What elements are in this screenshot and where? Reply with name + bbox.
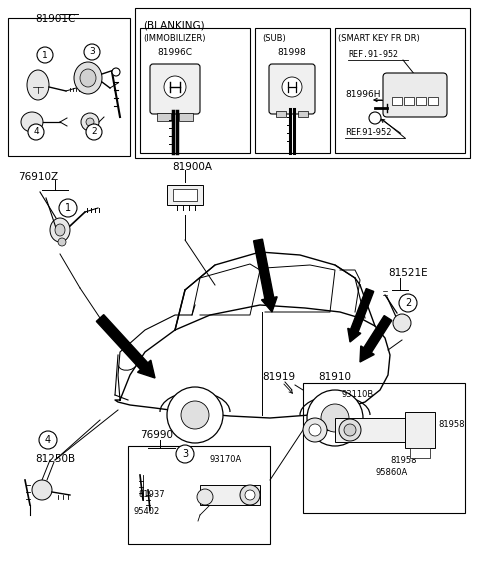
Text: 4: 4 — [33, 127, 39, 137]
Circle shape — [369, 112, 381, 124]
Circle shape — [181, 401, 209, 429]
Bar — [416, 97, 426, 105]
Circle shape — [282, 77, 302, 97]
Bar — [140, 28, 250, 153]
Circle shape — [309, 424, 321, 436]
Circle shape — [86, 118, 94, 126]
Text: (SUB): (SUB) — [262, 34, 286, 43]
Circle shape — [59, 199, 77, 217]
Bar — [404, 97, 414, 105]
Text: 93110B: 93110B — [342, 390, 374, 399]
Circle shape — [307, 390, 363, 446]
Circle shape — [58, 238, 66, 246]
Circle shape — [399, 294, 417, 312]
Text: 81521E: 81521E — [388, 268, 428, 278]
Text: 76990: 76990 — [140, 430, 173, 440]
Bar — [335, 28, 465, 153]
Text: 4: 4 — [45, 435, 51, 445]
Bar — [179, 113, 193, 121]
Circle shape — [81, 113, 99, 131]
Text: 2: 2 — [405, 298, 411, 308]
Text: 2: 2 — [91, 127, 97, 137]
Ellipse shape — [50, 218, 70, 242]
Text: 81998: 81998 — [277, 48, 306, 57]
Ellipse shape — [27, 70, 49, 100]
Circle shape — [37, 47, 53, 63]
Ellipse shape — [80, 69, 96, 87]
Text: 1: 1 — [65, 203, 71, 213]
Text: (IMMOBILIZER): (IMMOBILIZER) — [143, 34, 205, 43]
Bar — [335, 418, 405, 442]
Text: 93170A: 93170A — [210, 455, 242, 464]
Circle shape — [176, 445, 194, 463]
Circle shape — [167, 387, 223, 443]
Text: 81901C: 81901C — [35, 14, 75, 24]
Circle shape — [245, 490, 255, 500]
Circle shape — [84, 44, 100, 60]
FancyArrow shape — [253, 239, 277, 312]
Text: 76910Z: 76910Z — [18, 172, 58, 182]
Text: 81937: 81937 — [138, 490, 165, 499]
Text: REF.91-952: REF.91-952 — [348, 50, 398, 59]
Bar — [255, 28, 330, 153]
Text: 81250B: 81250B — [35, 454, 75, 464]
Text: 3: 3 — [89, 48, 95, 56]
Ellipse shape — [74, 62, 102, 94]
Circle shape — [240, 485, 260, 505]
Bar — [8, 18, 130, 156]
FancyArrow shape — [360, 315, 392, 362]
Circle shape — [197, 489, 213, 505]
Bar — [276, 111, 286, 117]
Text: 81958: 81958 — [390, 456, 417, 465]
FancyArrow shape — [96, 315, 155, 378]
FancyBboxPatch shape — [383, 73, 447, 117]
Bar — [135, 8, 470, 158]
FancyBboxPatch shape — [150, 64, 200, 114]
Circle shape — [28, 124, 44, 140]
FancyBboxPatch shape — [269, 64, 315, 114]
Bar — [167, 185, 203, 205]
Bar — [392, 97, 402, 105]
Text: 81996H: 81996H — [345, 90, 381, 99]
Bar — [303, 383, 465, 513]
Text: 95402: 95402 — [134, 507, 160, 516]
Text: 3: 3 — [182, 449, 188, 459]
Text: 81900A: 81900A — [172, 162, 212, 172]
Bar — [428, 97, 438, 105]
Bar — [157, 113, 171, 121]
Circle shape — [86, 124, 102, 140]
Bar — [298, 111, 308, 117]
Circle shape — [321, 404, 349, 432]
Text: (SMART KEY FR DR): (SMART KEY FR DR) — [338, 34, 420, 43]
Ellipse shape — [112, 68, 120, 76]
Text: 81958: 81958 — [438, 420, 465, 429]
Ellipse shape — [55, 224, 65, 236]
Circle shape — [393, 314, 411, 332]
Bar — [405, 412, 435, 448]
Circle shape — [32, 480, 52, 500]
Circle shape — [344, 424, 356, 436]
Bar — [173, 189, 197, 201]
Text: (BLANKING): (BLANKING) — [143, 20, 204, 30]
Circle shape — [39, 431, 57, 449]
Circle shape — [339, 419, 361, 441]
Text: 81919: 81919 — [262, 372, 295, 382]
Text: 81910: 81910 — [318, 372, 351, 382]
Text: 95860A: 95860A — [375, 468, 407, 477]
Bar — [410, 448, 430, 458]
Circle shape — [164, 76, 186, 98]
Text: REF.91-952: REF.91-952 — [345, 128, 392, 137]
Bar — [200, 485, 260, 505]
Text: 1: 1 — [42, 51, 48, 59]
Text: 81996C: 81996C — [157, 48, 192, 57]
Ellipse shape — [21, 112, 43, 132]
Bar — [128, 446, 270, 544]
FancyArrow shape — [348, 289, 374, 342]
Circle shape — [303, 418, 327, 442]
